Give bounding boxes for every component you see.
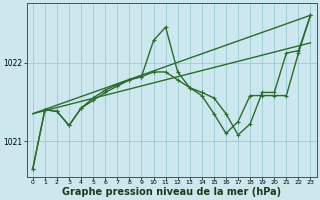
X-axis label: Graphe pression niveau de la mer (hPa): Graphe pression niveau de la mer (hPa) [62, 187, 281, 197]
